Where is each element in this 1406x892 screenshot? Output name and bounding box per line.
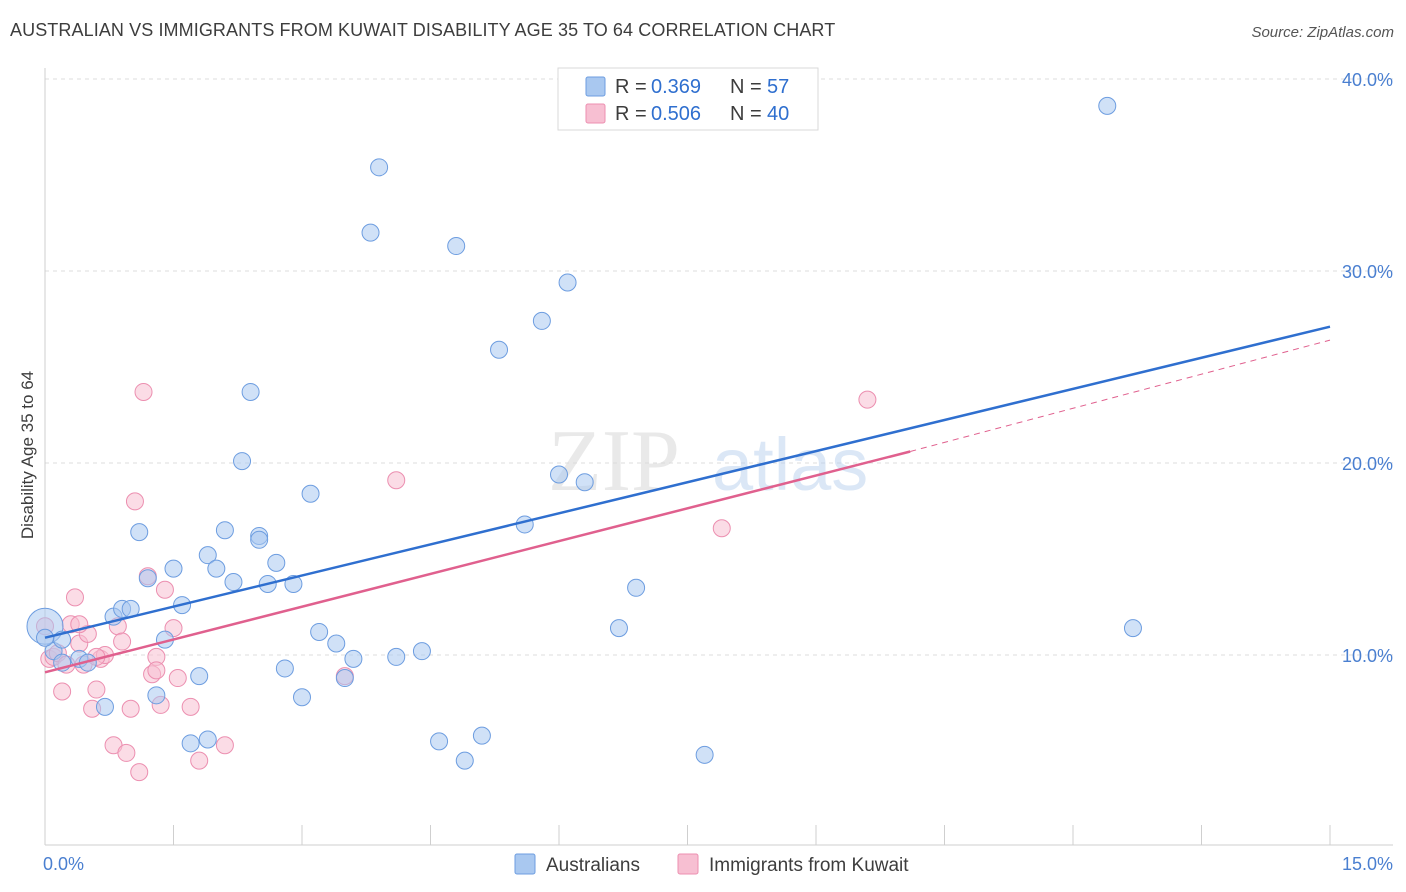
x-tick-label: 15.0%	[1342, 854, 1393, 874]
data-point-australians	[241, 382, 260, 401]
data-point-australians	[267, 553, 286, 572]
series-legend: Australians Immigrants from Kuwait	[514, 853, 909, 876]
data-point-australians	[387, 647, 406, 666]
watermark-atlas: atlas	[712, 423, 868, 506]
data-point-australians	[310, 622, 329, 641]
data-point-kuwait	[155, 580, 174, 599]
data-point-australians	[215, 521, 234, 540]
trend-line-kuwait	[44, 450, 911, 674]
bottom-legend-swatch-pink	[677, 853, 699, 875]
watermark: ZIP atlas	[548, 413, 868, 510]
legend-swatch-pink	[585, 103, 606, 124]
series-australians-points	[26, 96, 1142, 770]
y-tick-label: 20.0%	[1342, 454, 1393, 474]
bottom-legend-label-australians: Australians	[546, 855, 640, 876]
data-point-australians	[181, 734, 200, 753]
legend-n-value-2: 40	[767, 103, 789, 125]
data-point-kuwait	[53, 682, 72, 701]
data-point-australians	[207, 559, 226, 578]
data-point-australians	[164, 559, 183, 578]
data-point-kuwait	[387, 471, 406, 490]
data-point-kuwait	[147, 661, 166, 680]
bottom-legend-swatch-blue	[514, 853, 536, 875]
data-point-australians	[1098, 96, 1117, 115]
chart-title: AUSTRALIAN VS IMMIGRANTS FROM KUWAIT DIS…	[10, 20, 836, 40]
data-point-kuwait	[181, 697, 200, 716]
data-point-kuwait	[168, 669, 187, 688]
data-point-australians	[515, 515, 534, 534]
axis-layer: 10.0% 20.0% 30.0% 40.0% 0.0% 15.0%	[43, 68, 1393, 874]
y-axis-title: Disability Age 35 to 64	[18, 371, 37, 539]
data-point-australians	[233, 452, 252, 471]
watermark-zip: ZIP	[548, 413, 680, 510]
legend-r-label-1: R =	[615, 76, 647, 98]
data-point-australians	[472, 726, 491, 745]
x-tick-label: 0.0%	[43, 854, 84, 874]
data-point-kuwait	[113, 632, 132, 651]
data-point-australians	[95, 697, 114, 716]
data-point-australians	[532, 311, 551, 330]
data-point-kuwait	[130, 763, 149, 782]
trend-lines	[44, 325, 1331, 674]
legend-swatch-blue	[585, 76, 606, 97]
data-point-australians	[293, 688, 311, 707]
data-point-australians	[550, 465, 568, 484]
legend-n-label-1: N =	[730, 76, 762, 98]
data-point-australians	[609, 619, 628, 638]
data-point-australians	[490, 340, 509, 359]
legend-r-value-2: 0.506	[651, 103, 701, 125]
legend-n-value-1: 57	[767, 76, 789, 98]
data-point-kuwait	[117, 743, 136, 762]
data-point-kuwait	[190, 751, 209, 770]
grid-layer	[45, 78, 1393, 656]
y-tick-label: 10.0%	[1342, 646, 1393, 666]
bottom-legend-label-kuwait: Immigrants from Kuwait	[709, 855, 909, 876]
data-point-australians	[695, 745, 714, 764]
y-tick-label: 40.0%	[1342, 70, 1393, 90]
data-point-australians	[198, 546, 217, 565]
data-point-australians	[430, 732, 449, 751]
y-tick-label: 30.0%	[1342, 262, 1393, 282]
data-point-australians	[575, 473, 594, 492]
data-point-australians	[250, 530, 269, 549]
data-point-kuwait	[134, 382, 153, 401]
data-point-australians	[190, 667, 209, 686]
data-point-australians	[130, 523, 149, 542]
data-point-australians	[412, 642, 431, 661]
data-point-australians	[275, 659, 294, 678]
data-point-australians	[147, 686, 166, 705]
data-point-kuwait	[65, 588, 84, 607]
data-point-kuwait	[121, 699, 140, 718]
data-point-australians	[335, 669, 354, 688]
data-point-australians	[301, 484, 320, 503]
data-point-kuwait	[858, 390, 877, 409]
data-point-australians	[627, 578, 646, 597]
data-point-australians	[327, 634, 346, 653]
data-point-australians	[361, 223, 380, 242]
data-point-australians	[198, 730, 217, 749]
data-point-australians	[455, 751, 474, 770]
legend-n-label-2: N =	[730, 103, 762, 125]
data-point-australians	[138, 569, 157, 588]
data-point-australians	[370, 158, 389, 177]
legend-r-value-1: 0.369	[651, 76, 701, 98]
data-point-australians	[224, 573, 243, 592]
data-point-australians	[344, 649, 363, 668]
data-point-kuwait	[215, 736, 234, 755]
trend-line-kuwait-extension	[910, 339, 1331, 452]
trend-line-australians	[44, 325, 1331, 639]
data-point-australians	[1123, 619, 1142, 638]
data-point-australians	[447, 237, 466, 256]
data-point-kuwait	[712, 519, 731, 538]
data-point-australians	[558, 273, 577, 292]
data-point-kuwait	[87, 680, 106, 699]
stats-legend: R = 0.369 N = 57 R = 0.506 N = 40	[557, 67, 819, 131]
data-point-kuwait	[125, 492, 144, 511]
chart-source: Source: ZipAtlas.com	[1251, 24, 1394, 41]
legend-r-label-2: R =	[615, 103, 647, 125]
